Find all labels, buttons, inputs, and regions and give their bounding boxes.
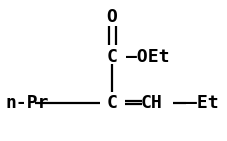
Text: n-Pr: n-Pr [5,94,49,112]
Text: —OEt: —OEt [126,48,169,66]
Text: C: C [107,48,118,66]
Text: C: C [107,94,118,112]
Text: CH: CH [141,94,163,112]
Text: —Et: —Et [186,94,218,112]
Text: O: O [107,8,118,27]
